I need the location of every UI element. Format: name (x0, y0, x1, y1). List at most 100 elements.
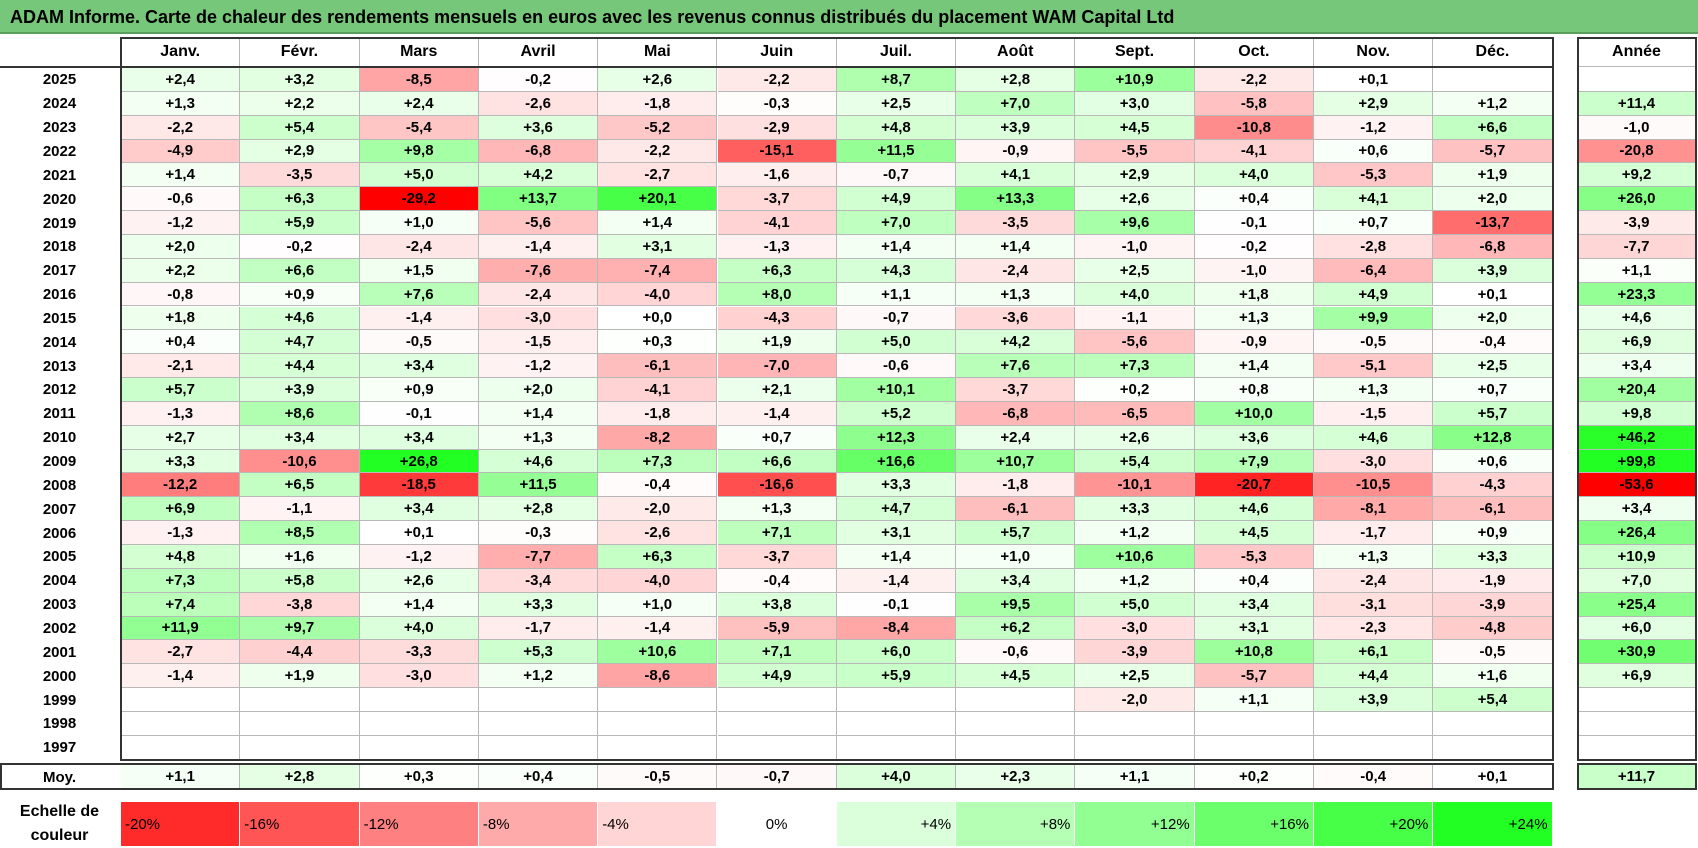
heatmap-cell: +2,8 (956, 68, 1076, 92)
heatmap-cell: +5,4 (1433, 688, 1553, 712)
heatmap-cell: +4,9 (836, 187, 957, 212)
heatmap-cell: +3,0 (1075, 91, 1195, 116)
heatmap-cell: +5,0 (836, 330, 957, 355)
heatmap-cell: +3,1 (598, 234, 718, 259)
heatmap-cell: -1,8 (598, 401, 718, 426)
heatmap-cell: -4,8 (1433, 616, 1553, 641)
row-year-label: 2007 (42, 500, 77, 518)
heatmap-cell: -4,1 (1194, 139, 1314, 164)
heatmap-cell: -2,7 (121, 640, 241, 665)
heatmap-cell: +7,3 (121, 568, 241, 593)
heatmap-cell: +12,3 (836, 425, 957, 450)
heatmap-cell: -0,4 (598, 473, 718, 498)
heatmap-cell: +7,9 (1194, 449, 1314, 474)
heatmap-cell: -0,6 (836, 354, 957, 379)
row-year-label: 2003 (42, 596, 77, 614)
heatmap-cell: +7,1 (717, 521, 837, 545)
average-cell: -0,5 (598, 765, 718, 789)
heatmap-cell: +1,1 (836, 282, 957, 307)
heatmap-cell: +2,5 (1075, 258, 1195, 283)
heatmap-cell: -1,1 (1075, 306, 1195, 331)
row-year-label: 2008 (42, 476, 77, 494)
heatmap-cell: +4,0 (1194, 163, 1314, 188)
heatmap-cell: +1,2 (478, 664, 599, 689)
heatmap-cell: -0,5 (359, 330, 479, 355)
row-year-label: 2017 (42, 262, 77, 280)
heatmap-cell: -29,2 (359, 187, 479, 212)
report-title: ADAM Informe. Carte de chaleur des rende… (0, 0, 1698, 34)
heatmap-cell: -2,4 (1314, 568, 1434, 593)
heatmap-cell: +1,0 (359, 211, 479, 235)
heatmap-cell: +4,5 (1194, 521, 1314, 545)
heatmap-cell: -8,5 (359, 68, 479, 92)
heatmap-cell: +2,4 (956, 425, 1076, 450)
annual-cell: +3,4 (1578, 354, 1696, 379)
heatmap-cell: +10,7 (956, 449, 1076, 474)
average-label: Moy. (42, 768, 77, 786)
heatmap-cell: -3,7 (956, 378, 1076, 402)
heatmap-cell: +1,6 (1433, 664, 1553, 689)
annual-cell: +6,0 (1578, 616, 1696, 641)
row-year-label: 1999 (42, 691, 77, 709)
heatmap-cell: +6,9 (121, 497, 241, 522)
heatmap-cell: -0,2 (478, 68, 599, 92)
heatmap-cell: +0,8 (1194, 378, 1314, 402)
average-cell: +2,8 (240, 765, 360, 789)
heatmap-cell: -3,4 (478, 568, 599, 593)
heatmap-cell: +10,6 (598, 640, 718, 665)
heatmap-cell (121, 688, 241, 712)
row-year-label: 2019 (42, 214, 77, 232)
heatmap-cell: -0,6 (121, 187, 241, 212)
heatmap-cell (717, 711, 837, 736)
month-header: Août (956, 38, 1076, 67)
heatmap-cell (1433, 711, 1553, 736)
heatmap-cell: -0,4 (717, 568, 837, 593)
heatmap-cell: +2,7 (121, 425, 241, 450)
heatmap-cell: +3,4 (359, 425, 479, 450)
heatmap-cell: +0,4 (1194, 568, 1314, 593)
heatmap-cell: +1,1 (1194, 688, 1314, 712)
heatmap-cell: +0,9 (359, 378, 479, 402)
heatmap-cell: +6,0 (836, 640, 957, 665)
heatmap-cell: -2,6 (478, 91, 599, 116)
heatmap-cell: -7,4 (598, 258, 718, 283)
row-year-label: 2013 (42, 357, 77, 375)
heatmap-cell: -2,0 (1075, 688, 1195, 712)
heatmap-cell: +4,6 (478, 449, 599, 474)
heatmap-cell: -0,1 (359, 401, 479, 426)
row-year-label: 2015 (42, 309, 77, 327)
heatmap-cell: +1,3 (717, 497, 837, 522)
heatmap-cell: +2,6 (359, 568, 479, 593)
heatmap-cell: -6,4 (1314, 258, 1434, 283)
heatmap-cell: -1,7 (478, 616, 599, 641)
heatmap-cell: -8,4 (836, 616, 957, 641)
heatmap-cell: -1,2 (478, 354, 599, 379)
heatmap-cell: -1,4 (359, 306, 479, 331)
heatmap-cell: -8,6 (598, 664, 718, 689)
heatmap-cell: +3,1 (1194, 616, 1314, 641)
heatmap-cell: +6,1 (1314, 640, 1434, 665)
average-cell: +0,3 (359, 765, 479, 789)
color-scale-step: +12% (1075, 802, 1195, 846)
heatmap-cell: -1,4 (717, 401, 837, 426)
heatmap-cell: -1,1 (240, 497, 360, 522)
heatmap-cell: -5,6 (1075, 330, 1195, 355)
heatmap-cell: -4,1 (598, 378, 718, 402)
annual-cell: +26,0 (1578, 187, 1696, 212)
annual-cell: -53,6 (1578, 473, 1696, 498)
average-cell: +4,0 (836, 765, 957, 789)
heatmap-cell: -1,0 (1075, 234, 1195, 259)
row-year-label: 2024 (42, 95, 77, 113)
heatmap-cell: +4,0 (1075, 282, 1195, 307)
heatmap-cell: +4,4 (1314, 664, 1434, 689)
heatmap-cell: -2,4 (359, 234, 479, 259)
annual-cell: +23,3 (1578, 282, 1696, 307)
heatmap-cell (1314, 735, 1434, 760)
heatmap-cell: -2,8 (1314, 234, 1434, 259)
heatmap-cell: -5,7 (1194, 664, 1314, 689)
heatmap-cell: +2,0 (1433, 187, 1553, 212)
heatmap-cell: -10,1 (1075, 473, 1195, 498)
heatmap-cell: +0,7 (717, 425, 837, 450)
heatmap-cell: -3,3 (359, 640, 479, 665)
heatmap-cell: +1,4 (836, 234, 957, 259)
